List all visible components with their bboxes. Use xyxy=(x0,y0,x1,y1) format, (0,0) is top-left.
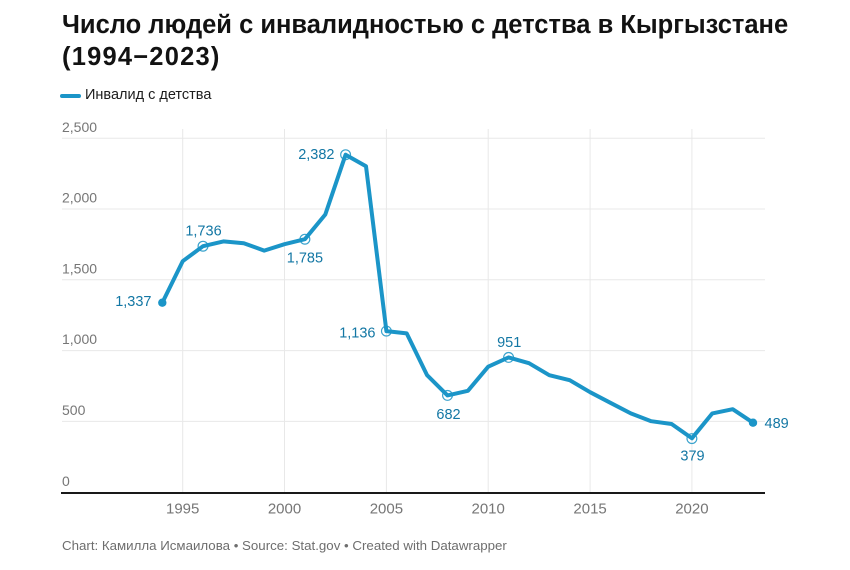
svg-text:0: 0 xyxy=(62,473,70,489)
svg-text:682: 682 xyxy=(436,407,460,423)
svg-text:1,000: 1,000 xyxy=(62,331,97,347)
svg-text:2,382: 2,382 xyxy=(298,147,334,163)
svg-text:1995: 1995 xyxy=(166,501,199,518)
svg-text:1,785: 1,785 xyxy=(287,251,323,267)
svg-text:951: 951 xyxy=(497,335,521,351)
svg-text:1,736: 1,736 xyxy=(185,223,221,239)
svg-text:489: 489 xyxy=(765,416,789,432)
svg-text:2000: 2000 xyxy=(268,501,301,518)
svg-text:2020: 2020 xyxy=(675,501,708,518)
svg-text:379: 379 xyxy=(680,449,704,465)
svg-text:1,337: 1,337 xyxy=(115,294,151,310)
svg-text:2005: 2005 xyxy=(370,501,403,518)
svg-text:1,500: 1,500 xyxy=(62,260,97,276)
svg-text:2015: 2015 xyxy=(573,501,606,518)
svg-text:2,500: 2,500 xyxy=(62,119,97,135)
svg-text:1,136: 1,136 xyxy=(339,326,375,342)
svg-text:2,000: 2,000 xyxy=(62,190,97,206)
svg-text:500: 500 xyxy=(62,402,86,418)
svg-text:2010: 2010 xyxy=(472,501,505,518)
